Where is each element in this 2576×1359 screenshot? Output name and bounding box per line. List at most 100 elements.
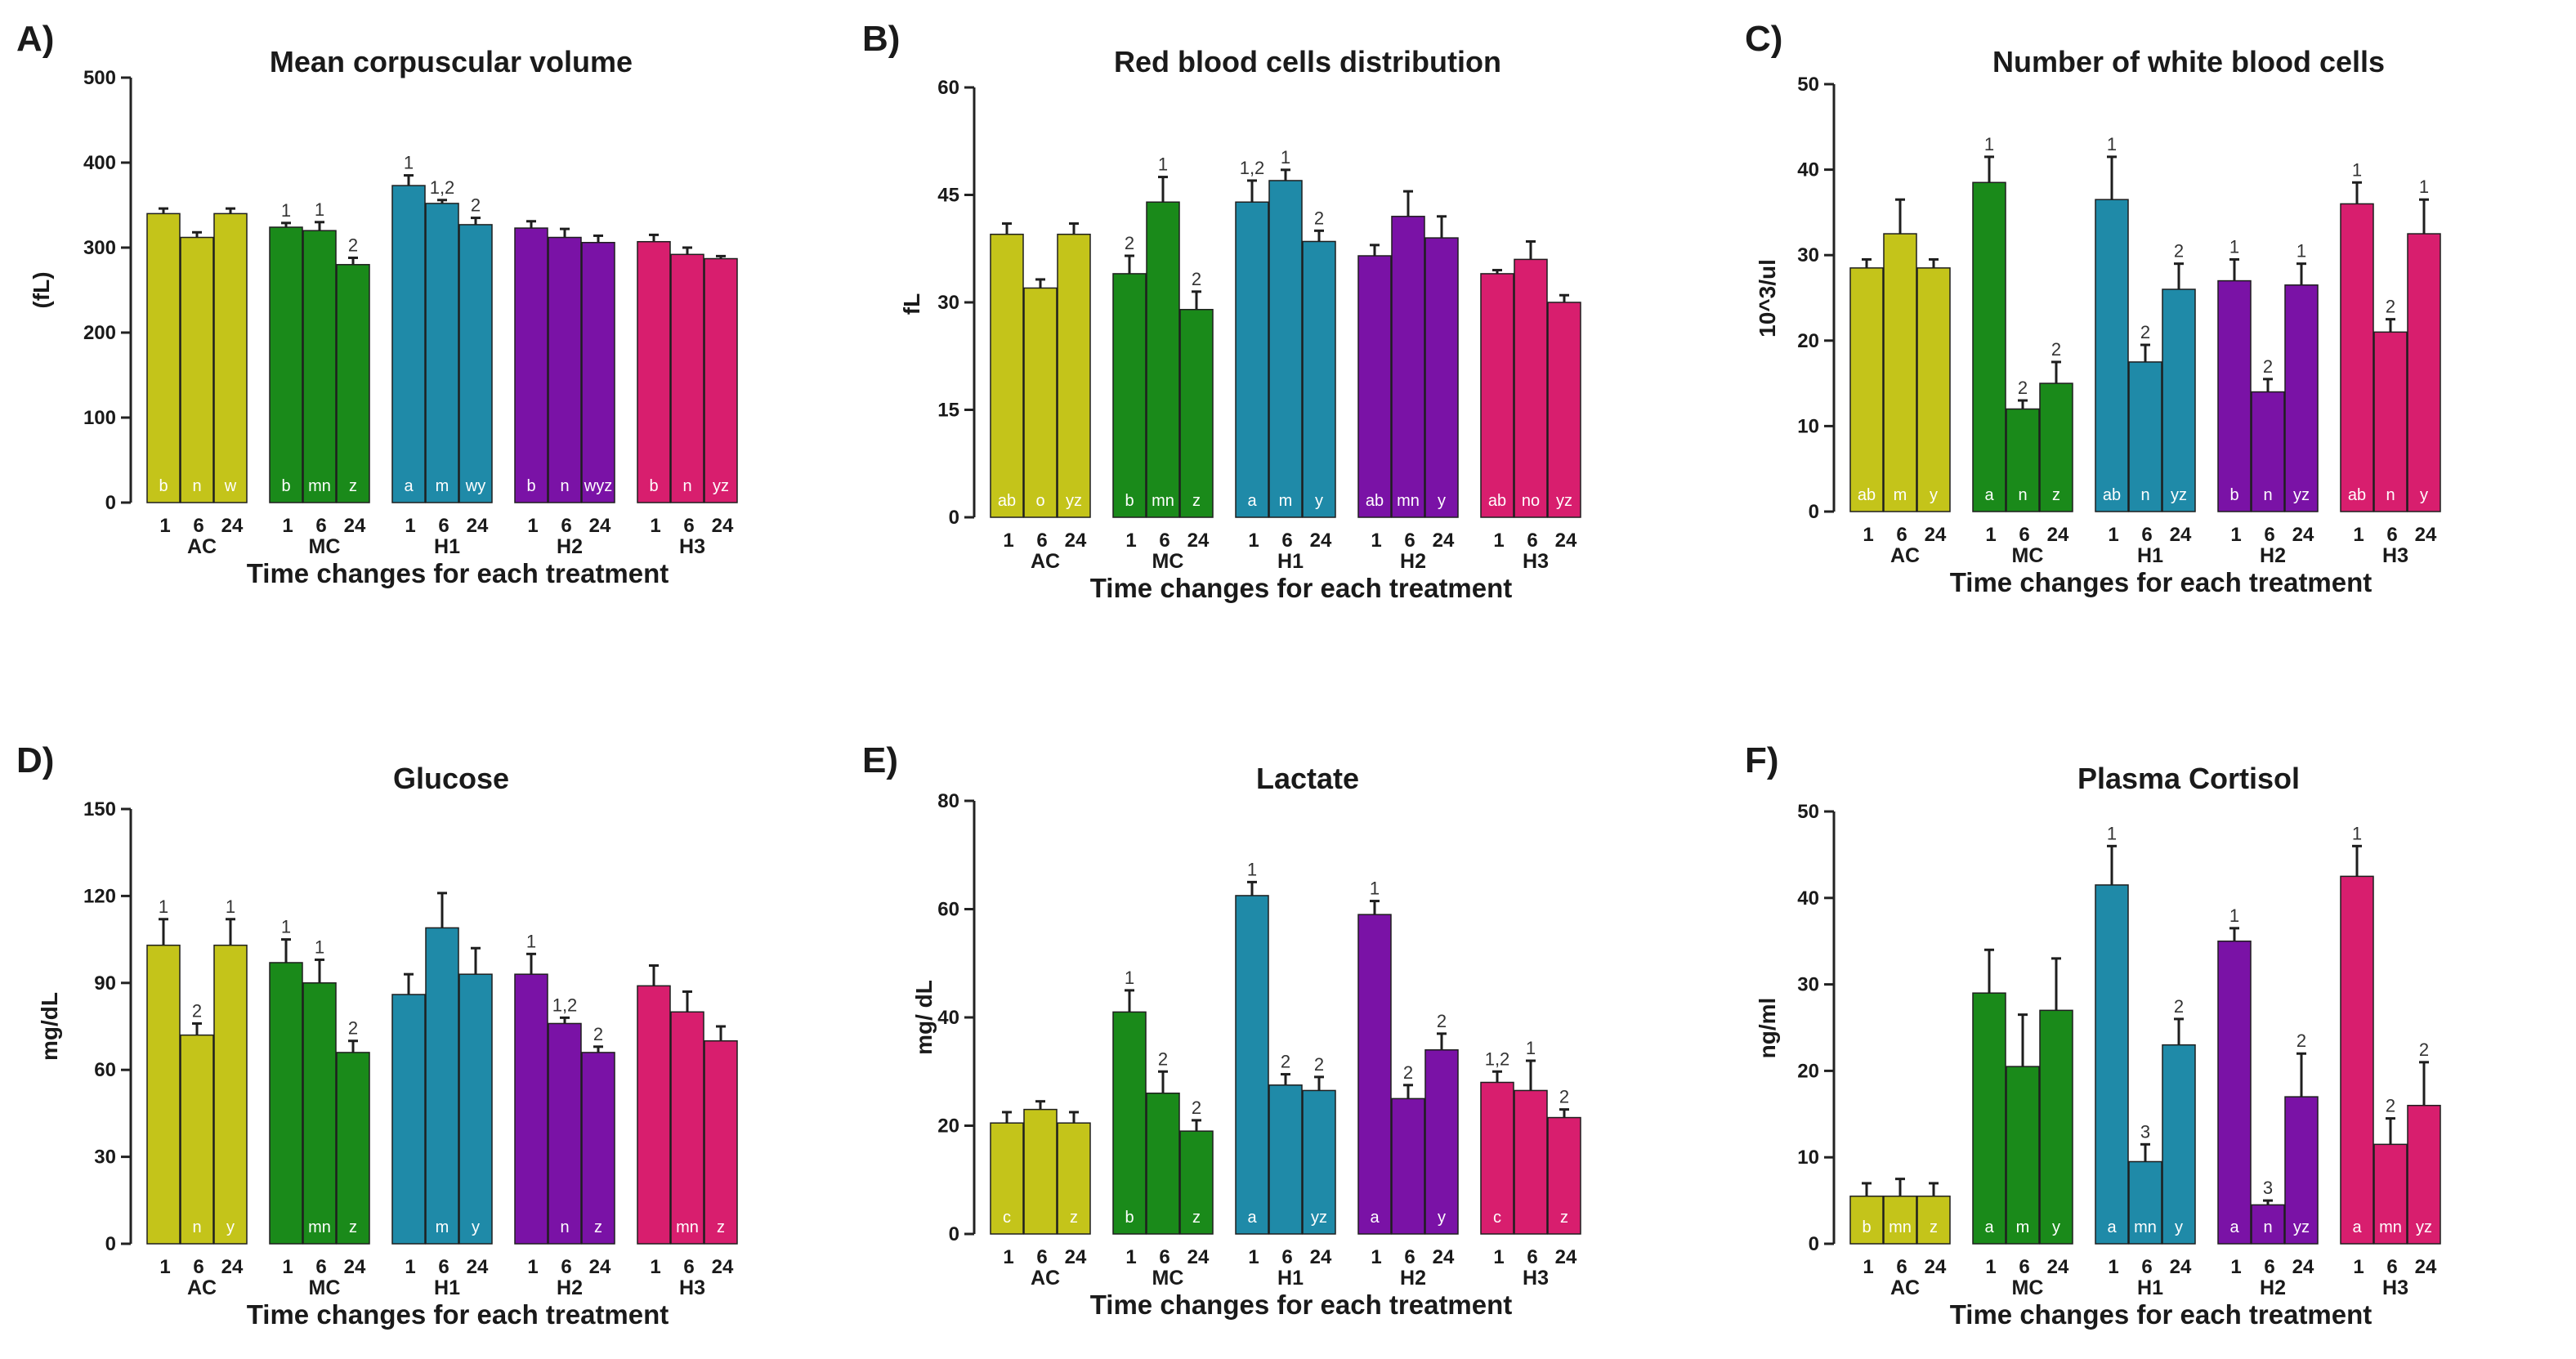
bar-AC-6h — [1023, 287, 1058, 518]
group-letter: ab — [1858, 486, 1876, 504]
bar-H3-24h — [704, 257, 738, 503]
bar-H3-1h — [637, 240, 671, 503]
bar-H2-1h — [1357, 914, 1392, 1235]
y-axis-label: 10^3/ul — [1755, 259, 1780, 338]
group-letter: yz — [2171, 486, 2187, 504]
x-tick-label: 24 — [1310, 530, 1332, 552]
x-tick-label: 1 — [159, 1256, 170, 1278]
x-tick-label: 6 — [1036, 1246, 1047, 1268]
group-letter: w — [224, 477, 237, 495]
x-tick-label: 24 — [221, 1256, 244, 1278]
significance-label: 1 — [2352, 159, 2362, 180]
x-tick-label: 24 — [2415, 524, 2437, 546]
group-letter: n — [2140, 486, 2149, 504]
group-letter: wy — [465, 477, 485, 495]
group-letter: a — [1370, 1209, 1380, 1227]
x-tick-label: 6 — [1527, 1246, 1537, 1268]
bar-H1-1h — [391, 994, 426, 1245]
x-tick-label: 6 — [561, 515, 571, 537]
x-tick-label: 1 — [2108, 1256, 2118, 1278]
x-tick-label: 6 — [1527, 530, 1537, 552]
significance-label: 2 — [1314, 208, 1324, 228]
x-tick-label: 24 — [2292, 524, 2314, 546]
x-group-label: MC — [1152, 550, 1184, 573]
x-tick-label: 1 — [2353, 524, 2364, 546]
chart-panel-1: A) Mean corpuscular volume 0 100 200 300 400 50… — [16, 19, 738, 588]
bar-H1-1h — [391, 185, 426, 503]
bar-H2-24h — [1424, 1049, 1459, 1235]
bar-AC-1h — [146, 212, 181, 503]
significance-label: 2 — [2018, 378, 2028, 398]
group-letter: a — [2107, 1218, 2117, 1236]
x-group-label: H2 — [557, 1276, 583, 1299]
group-letter: a — [1247, 492, 1257, 510]
x-tick-label: 1 — [405, 515, 415, 537]
group-letter: b — [1862, 1218, 1871, 1236]
y-tick-label: 10 — [1797, 415, 1819, 437]
y-axis-label: fL — [899, 293, 924, 315]
bar-AC-24h — [1057, 233, 1091, 518]
bar-AC-6h — [180, 236, 214, 503]
y-tick-label: 40 — [1797, 887, 1819, 910]
bar-H2-6h — [2251, 1204, 2285, 1245]
significance-label: 1 — [1526, 1038, 1536, 1058]
x-tick-label: 1 — [1493, 530, 1504, 552]
bar-H1-6h — [1268, 1084, 1303, 1235]
x-tick-label: 24 — [467, 1256, 489, 1278]
x-tick-label: 24 — [1555, 530, 1577, 552]
group-letter: yz — [713, 477, 729, 495]
bar-MC-24h — [2039, 1009, 2073, 1245]
x-group-label: MC — [309, 535, 341, 558]
y-tick-label: 0 — [105, 1233, 116, 1255]
significance-label: 2 — [2419, 1039, 2429, 1060]
x-group-label: H1 — [2137, 544, 2163, 567]
x-tick-label: 24 — [1925, 1256, 1947, 1278]
group-letter: a — [1984, 1218, 1994, 1236]
bar-MC-1h — [1972, 181, 2006, 512]
group-letter: b — [1125, 1209, 1134, 1227]
bar-H1-6h — [1268, 180, 1303, 518]
group-letter: n — [2386, 486, 2395, 504]
group-letter: yz — [2416, 1218, 2432, 1236]
significance-label: 3 — [2140, 1121, 2150, 1142]
bar-H1-6h — [2128, 1160, 2162, 1245]
significance-label: 1 — [2107, 134, 2117, 154]
x-tick-label: 1 — [2230, 524, 2241, 546]
bar-H1-6h — [425, 927, 459, 1245]
significance-label: 1 — [281, 200, 291, 221]
bar-MC-1h — [1112, 1011, 1147, 1235]
x-tick-label: 24 — [1187, 1246, 1210, 1268]
panel-letter: A) — [16, 19, 54, 59]
group-letter: y — [472, 1218, 480, 1236]
y-tick-label: 10 — [1797, 1147, 1819, 1169]
x-tick-label: 1 — [527, 515, 538, 537]
significance-label: 1 — [2229, 905, 2239, 926]
group-letter: z — [2052, 486, 2060, 504]
bar-MC-24h — [1179, 1130, 1214, 1235]
bar-MC-6h — [2006, 1066, 2040, 1245]
x-group-label: H1 — [434, 535, 460, 558]
group-letter: yz — [1066, 492, 1082, 510]
y-tick-label: 0 — [105, 492, 116, 514]
x-tick-label: 1 — [650, 515, 660, 537]
x-group-label: H3 — [679, 535, 705, 558]
bar-AC-6h — [1023, 1108, 1058, 1235]
bar-H1-24h — [2162, 1044, 2196, 1245]
group-letter: n — [560, 477, 569, 495]
y-tick-label: 20 — [1797, 1060, 1819, 1082]
bar-H1-1h — [2095, 199, 2129, 512]
group-letter: y — [1315, 492, 1323, 510]
x-tick-label: 24 — [1187, 530, 1210, 552]
x-group-label: H2 — [2260, 544, 2286, 567]
group-letter: no — [1522, 492, 1540, 510]
significance-label: 2 — [1314, 1054, 1324, 1075]
bar-H3-24h — [2407, 1104, 2441, 1245]
x-tick-label: 6 — [561, 1256, 571, 1278]
chart-title: Mean corpuscular volume — [270, 45, 633, 78]
significance-label: 1 — [404, 153, 414, 173]
x-tick-label: 24 — [1433, 530, 1455, 552]
x-tick-label: 6 — [438, 1256, 449, 1278]
y-tick-label: 50 — [1797, 801, 1819, 823]
